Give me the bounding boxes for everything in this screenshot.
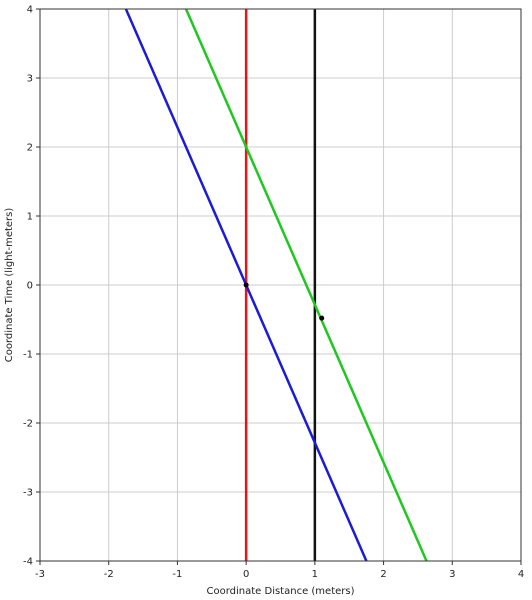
x-tick-label: 4 [518, 569, 524, 580]
y-axis-label: Coordinate Time (light-meters) [4, 208, 15, 363]
event-point-1 [243, 282, 249, 288]
x-tick-labels: -3 -2 -1 0 1 2 3 4 [35, 561, 524, 580]
x-tick-label: -3 [35, 569, 45, 580]
y-tick-label: 2 [27, 143, 33, 154]
y-tick-label: -1 [23, 350, 33, 361]
grid [39, 8, 522, 562]
event-point-2 [319, 315, 325, 321]
x-tick-label: 2 [380, 569, 386, 580]
y-tick-labels: 4 3 2 1 0 -1 -2 -3 -4 [23, 5, 40, 568]
y-tick-label: 1 [27, 212, 33, 223]
series-line-4 [184, 8, 428, 562]
x-tick-label: -1 [172, 569, 182, 580]
y-tick-label: 4 [27, 5, 33, 16]
x-tick-label: 3 [449, 569, 455, 580]
x-tick-label: 1 [312, 569, 318, 580]
x-axis-label: Coordinate Distance (meters) [207, 586, 355, 597]
y-tick-label: 0 [27, 281, 33, 292]
y-tick-label: -2 [23, 419, 33, 430]
y-tick-label: 3 [27, 74, 33, 85]
event-points [243, 282, 325, 321]
x-tick-label: -2 [104, 569, 114, 580]
x-tick-label: 0 [243, 569, 249, 580]
y-tick-label: -3 [23, 488, 33, 499]
y-tick-label: -4 [23, 557, 33, 568]
